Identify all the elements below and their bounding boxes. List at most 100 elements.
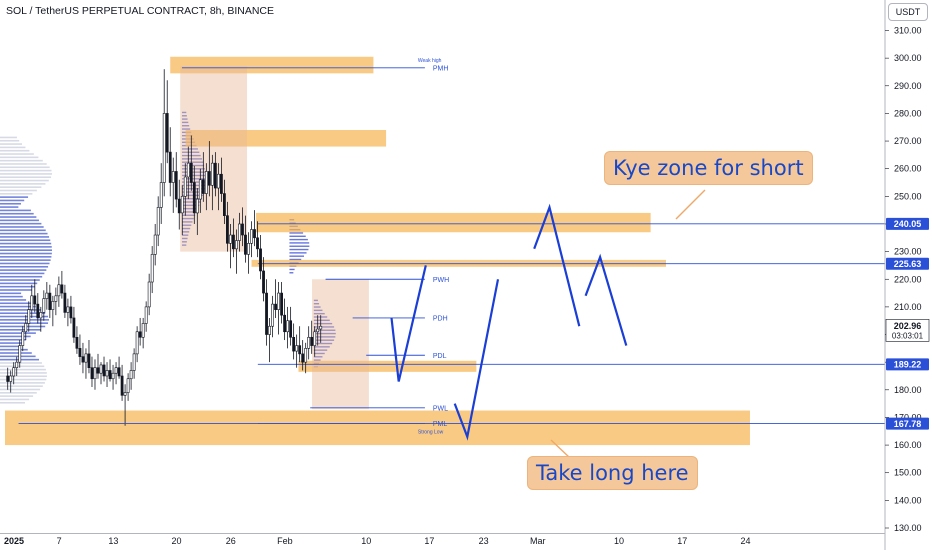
candle <box>210 154 214 211</box>
volume-profile-bar <box>0 329 41 331</box>
candle <box>132 348 136 379</box>
volume-profile-bar <box>313 329 336 331</box>
candle <box>63 284 67 318</box>
candle <box>102 356 106 382</box>
candle <box>313 326 317 357</box>
price-tick-label: 290.00 <box>894 81 922 91</box>
candle <box>18 340 22 368</box>
time-tick-label: 13 <box>108 536 118 546</box>
volume-profile-bar <box>0 209 31 212</box>
volume-profile-bar <box>0 305 36 308</box>
volume-profile-bar <box>181 194 204 197</box>
candle <box>183 163 187 216</box>
volume-profile-bar <box>0 295 23 298</box>
volume-profile-bar <box>0 189 37 192</box>
zone-band <box>256 212 651 233</box>
volume-profile-bar <box>0 338 27 341</box>
level-label-pdh: PDH <box>433 315 448 322</box>
level-label-pwh: PWH <box>433 277 449 284</box>
volume-profile-bar <box>289 238 308 241</box>
volume-profile-bar <box>0 262 50 265</box>
volume-profile-bar <box>181 158 202 160</box>
range-boxes <box>180 66 369 410</box>
volume-profile-bar <box>0 385 43 387</box>
volume-profile-bar <box>289 242 310 244</box>
volume-profile-bar <box>0 272 45 275</box>
candle <box>198 168 202 213</box>
volume-profile-bar <box>181 204 200 207</box>
volume-profile-bar <box>289 258 302 261</box>
volume-profile-bar <box>0 179 49 182</box>
time-tick-label: 23 <box>479 536 489 546</box>
volume-profile-bar <box>181 241 187 243</box>
volume-profile-bar <box>0 193 33 195</box>
candle <box>60 270 64 299</box>
candle <box>84 348 88 379</box>
candle <box>213 152 217 197</box>
volume-profile-bar <box>0 183 46 185</box>
level-note: Weak high <box>418 58 442 64</box>
candle <box>153 223 157 266</box>
candle <box>204 163 208 211</box>
svg-text:202.96: 202.96 <box>894 321 922 331</box>
time-axis[interactable]: 2025 7 13 20 26 Feb 10 17 23 Mar 10 17 24 <box>4 536 750 546</box>
volume-profile-bar <box>289 235 306 237</box>
price-tick-label: 270.00 <box>894 136 922 146</box>
candle <box>9 370 13 393</box>
volume-profile-bar <box>0 392 37 394</box>
volume-profile-bar <box>289 245 310 247</box>
volume-profile-bar <box>181 217 194 220</box>
volume-profile-bar <box>0 289 32 291</box>
candle <box>235 229 238 274</box>
candle <box>120 364 124 401</box>
volume-profile-bar <box>313 312 325 315</box>
candle <box>111 364 115 390</box>
candle <box>174 152 178 208</box>
volume-profile-bar <box>0 345 22 348</box>
volume-profile-bar <box>0 166 50 169</box>
volume-profile-bar <box>0 269 47 271</box>
volume-profile-bar <box>0 378 47 381</box>
long-zone-callout: Take long here <box>527 456 698 490</box>
candle <box>39 306 43 332</box>
volume-profile-bar <box>0 368 46 371</box>
volume-profile-bar <box>0 169 52 172</box>
candle <box>186 146 190 200</box>
volume-profile-bar <box>0 372 47 374</box>
currency-button[interactable]: USDT <box>888 3 928 21</box>
volume-profile-bar <box>289 248 309 251</box>
volume-profile-bar <box>0 279 40 281</box>
candle <box>319 315 323 343</box>
zone-band <box>185 130 387 147</box>
range-box <box>312 279 369 410</box>
volume-profile-bar <box>313 336 336 338</box>
volume-profile-bar <box>181 125 190 127</box>
candle <box>247 232 250 274</box>
volume-profile-bar <box>0 395 34 397</box>
level-label-pml: PML <box>433 421 448 428</box>
candle <box>253 210 256 247</box>
volume-profile-bar <box>313 322 333 325</box>
volume-profile-bar <box>0 153 34 155</box>
volume-profile-bar <box>0 282 38 285</box>
volume-profile-bar <box>0 265 49 268</box>
volume-profile-bar <box>0 156 39 159</box>
volume-profile-bar <box>289 272 294 274</box>
volume-profile-bar <box>0 232 48 235</box>
candle <box>241 207 244 247</box>
candle <box>244 215 247 263</box>
candle <box>307 326 311 360</box>
volume-profile-bar <box>0 292 22 295</box>
volume-profile-bar <box>289 268 295 271</box>
candle <box>162 69 166 197</box>
volume-profile-bar <box>181 207 198 210</box>
volume-profile-bar <box>181 148 198 150</box>
price-tick-label: 130.00 <box>894 523 922 533</box>
level-label-pdl: PDL <box>433 353 447 360</box>
candle <box>150 246 154 294</box>
volume-profile-bar <box>181 221 193 223</box>
candle <box>168 127 172 197</box>
volume-profile-bar <box>0 136 17 139</box>
zone-band <box>170 56 374 74</box>
